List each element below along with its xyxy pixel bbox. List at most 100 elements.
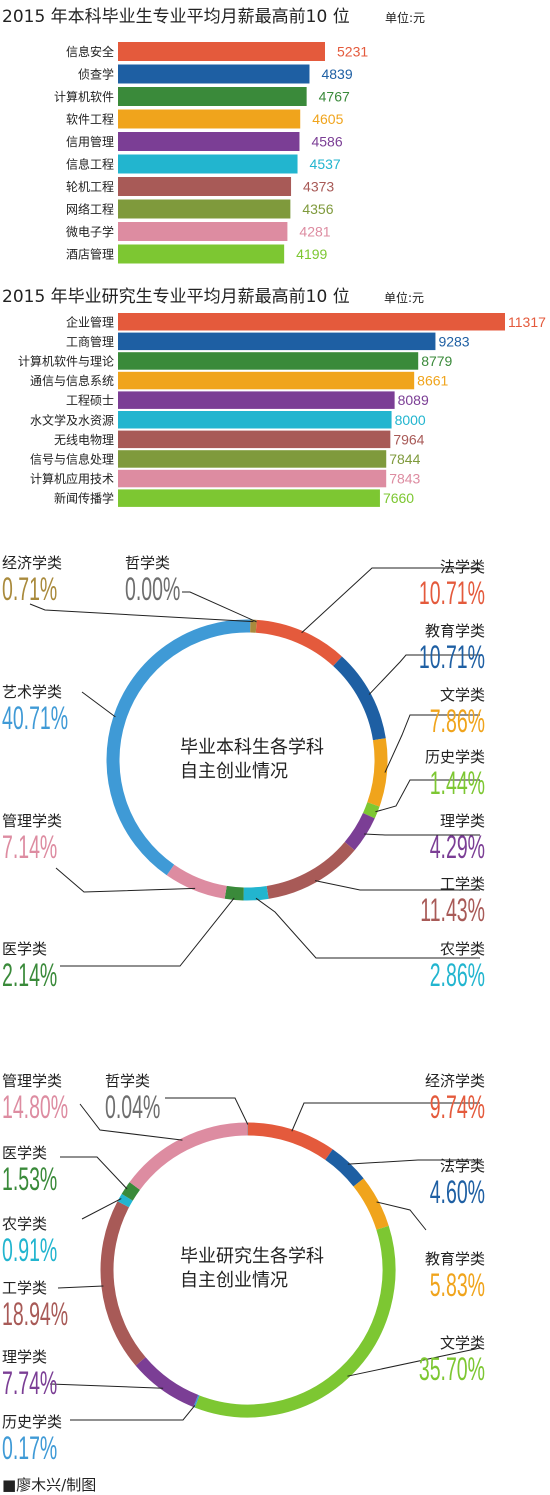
chart-title: 2015 年本科毕业生专业平均月薪最高前10 位: [2, 7, 350, 27]
leader-line: [291, 1102, 480, 1132]
data-label: 4767: [319, 89, 350, 105]
donut-slice: [166, 864, 227, 899]
chart-title: 2015 年毕业研究生专业平均月薪最高前10 位: [2, 287, 350, 307]
data-label: 4199: [296, 246, 327, 262]
leader-line: [314, 880, 480, 891]
bar: [118, 371, 415, 390]
category-label: 信号与信息处理: [30, 451, 114, 466]
leader-line: [60, 897, 235, 967]
category-label: 微电子学: [66, 224, 114, 239]
data-label: 4586: [311, 134, 342, 150]
chart-title: 自主创业情况: [180, 761, 288, 782]
slice-label: 经济学类: [425, 1072, 485, 1090]
slice-label: 管理学类: [2, 812, 62, 830]
data-label: 4605: [312, 111, 343, 127]
donut-slice: [367, 738, 388, 807]
slice-label: 文学类: [440, 1334, 485, 1352]
donut-slice: [362, 802, 380, 819]
bar: [118, 411, 392, 429]
leader-line: [301, 567, 480, 634]
slice-value: 7.14%: [2, 829, 57, 865]
slice-value: 18.94%: [2, 1296, 68, 1332]
data-label: 4839: [321, 66, 352, 82]
slice-value: 0.04%: [105, 1089, 160, 1125]
data-label: 7964: [393, 431, 424, 447]
slice-value: 0.17%: [2, 1430, 57, 1466]
slice-label: 工学类: [440, 875, 485, 893]
bar: [118, 313, 505, 331]
data-label: 8089: [398, 392, 429, 408]
leader-line: [376, 1201, 427, 1231]
donut-slice: [129, 1122, 248, 1190]
category-label: 信息安全: [66, 44, 114, 59]
slice-label: 农学类: [2, 1215, 47, 1233]
donut-slice: [224, 885, 244, 901]
category-label: 工程硕士: [66, 393, 114, 408]
leader-line: [182, 591, 257, 623]
donut-slice: [255, 619, 342, 667]
slice-value: 40.71%: [2, 700, 68, 736]
slice-label: 哲学类: [125, 554, 170, 572]
slice-label: 艺术学类: [2, 683, 62, 701]
slice-value: 0.91%: [2, 1232, 57, 1268]
data-label: 4373: [303, 179, 334, 195]
category-label: 水文学及水资源: [30, 412, 114, 427]
slice-value: 7.74%: [2, 1365, 57, 1401]
slice-label: 法学类: [440, 558, 485, 576]
data-label: 4356: [302, 201, 333, 217]
category-label: 信息工程: [66, 157, 114, 172]
donut-slice: [333, 656, 386, 741]
bar: [118, 430, 391, 449]
data-label: 8000: [395, 412, 426, 428]
category-label: 无线电物理: [54, 433, 114, 447]
donut-slice: [106, 619, 251, 876]
leader-line: [49, 1383, 164, 1389]
leader-line: [375, 779, 480, 813]
data-label: 7660: [383, 490, 414, 506]
bar: [118, 352, 419, 370]
category-label: 企业管理: [66, 314, 114, 329]
leader-line: [29, 603, 254, 623]
slice-value: 14.80%: [2, 1089, 68, 1125]
slice-value: 9.74%: [430, 1089, 485, 1125]
slice-value: 0.71%: [2, 571, 57, 607]
data-label: 8779: [421, 353, 452, 369]
bar: [118, 64, 310, 84]
donut-slice: [247, 1122, 333, 1160]
slice-value: 2.86%: [430, 957, 485, 993]
leader-line: [255, 897, 480, 959]
slice-label: 医学类: [2, 940, 47, 958]
data-label: 9283: [438, 333, 469, 349]
leader-line: [55, 867, 196, 893]
data-label: 5231: [337, 44, 368, 60]
category-label: 酒店管理: [66, 247, 114, 262]
category-label: 工商管理: [66, 334, 114, 349]
data-label: 7844: [389, 451, 420, 467]
bar: [118, 199, 291, 219]
category-label: 侦查学: [78, 67, 114, 82]
data-label: 7843: [389, 471, 420, 487]
donut-slice: [344, 812, 375, 851]
slice-label: 法学类: [440, 1157, 485, 1175]
slice-value: 1.53%: [2, 1161, 57, 1197]
donut-slice: [266, 841, 355, 899]
slice-label: 理学类: [440, 812, 485, 830]
category-label: 通信与信息系统: [30, 373, 114, 388]
slice-value: 2.14%: [2, 957, 57, 993]
donut-slice: [243, 885, 269, 901]
slice-value: 4.60%: [430, 1174, 485, 1210]
bar: [118, 244, 285, 264]
donut-slice: [193, 1394, 200, 1408]
leader-line: [347, 1347, 481, 1377]
leader-line: [368, 654, 480, 695]
category-label: 计算机软件与理论: [18, 353, 114, 368]
slice-value: 7.86%: [430, 703, 485, 739]
slice-label: 教育学类: [425, 1250, 485, 1268]
category-label: 计算机软件: [54, 89, 114, 104]
slice-label: 经济学类: [2, 554, 62, 572]
leader-line: [364, 833, 480, 836]
data-label: 11317: [508, 314, 546, 330]
